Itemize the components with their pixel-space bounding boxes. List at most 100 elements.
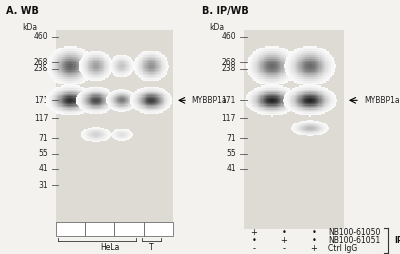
Bar [250,95,251,96]
Bar [137,61,138,63]
Bar [322,95,323,96]
Bar [277,81,278,83]
Bar [113,101,114,102]
Bar [270,96,271,98]
Bar [252,91,253,92]
Bar [155,106,156,108]
Bar [303,114,304,115]
Bar [84,72,85,73]
Bar [102,77,103,78]
Bar [132,97,133,98]
Bar [94,55,95,57]
Bar [124,57,125,59]
Bar [302,79,303,81]
Bar [121,132,122,133]
Bar [116,139,117,140]
Bar [105,71,106,72]
Bar [302,95,303,96]
Bar [296,91,297,92]
Bar [98,78,99,80]
Bar [99,102,100,103]
Bar [251,102,252,103]
Bar [279,98,280,99]
Bar [92,106,93,107]
Bar [111,69,112,71]
Bar [303,129,304,130]
Bar [137,93,138,94]
Bar [311,60,312,62]
Bar [114,56,115,57]
Bar [284,95,285,96]
Bar [105,77,106,78]
Bar [152,110,153,111]
Bar [314,55,315,57]
Bar [285,57,286,59]
Bar [66,113,67,114]
Bar [87,98,88,99]
Bar [100,140,101,141]
Bar [258,95,259,96]
Bar [49,59,50,60]
Bar [289,93,290,95]
Bar [325,124,326,125]
Bar [127,102,128,103]
Bar [250,72,251,73]
Bar [159,58,160,60]
Bar [311,122,312,123]
Bar [316,72,317,73]
Bar [88,77,89,78]
Bar [85,68,86,70]
Bar [105,90,106,92]
Bar [315,55,316,57]
Bar [143,98,144,99]
Bar [123,135,124,136]
Bar [294,92,296,93]
Bar [159,61,160,63]
Bar [328,128,329,129]
Bar [286,103,287,104]
Bar [288,75,290,77]
Bar [310,120,311,121]
Bar [99,108,100,109]
Bar [68,50,69,51]
Bar [83,63,84,65]
Bar [115,98,116,99]
Bar [86,106,88,107]
Bar [80,87,81,88]
Bar [265,99,266,100]
Bar [129,100,130,101]
Bar [156,110,157,111]
Bar [67,87,68,88]
Bar [157,99,158,100]
Bar [148,88,149,89]
Bar [161,102,162,103]
Bar [152,99,153,100]
Bar [81,72,82,73]
Bar [265,84,266,86]
Bar [329,104,330,106]
Bar [320,53,322,55]
Bar [285,99,286,100]
Bar [254,108,256,110]
Bar [87,68,88,69]
Bar [303,59,304,60]
Bar [268,107,270,108]
Bar [107,75,108,77]
Bar [264,108,265,110]
Bar [278,59,279,60]
Bar [56,111,57,113]
Bar [123,139,124,140]
Bar [50,68,51,70]
Bar [87,77,88,78]
Bar [266,57,267,59]
Bar [86,98,87,99]
Bar [155,65,156,66]
Bar [117,138,118,139]
Bar [322,91,323,92]
Bar [274,113,276,114]
Bar [292,95,293,96]
Bar [280,68,282,70]
Bar [312,48,314,50]
Bar [278,79,279,81]
Bar [147,68,148,69]
